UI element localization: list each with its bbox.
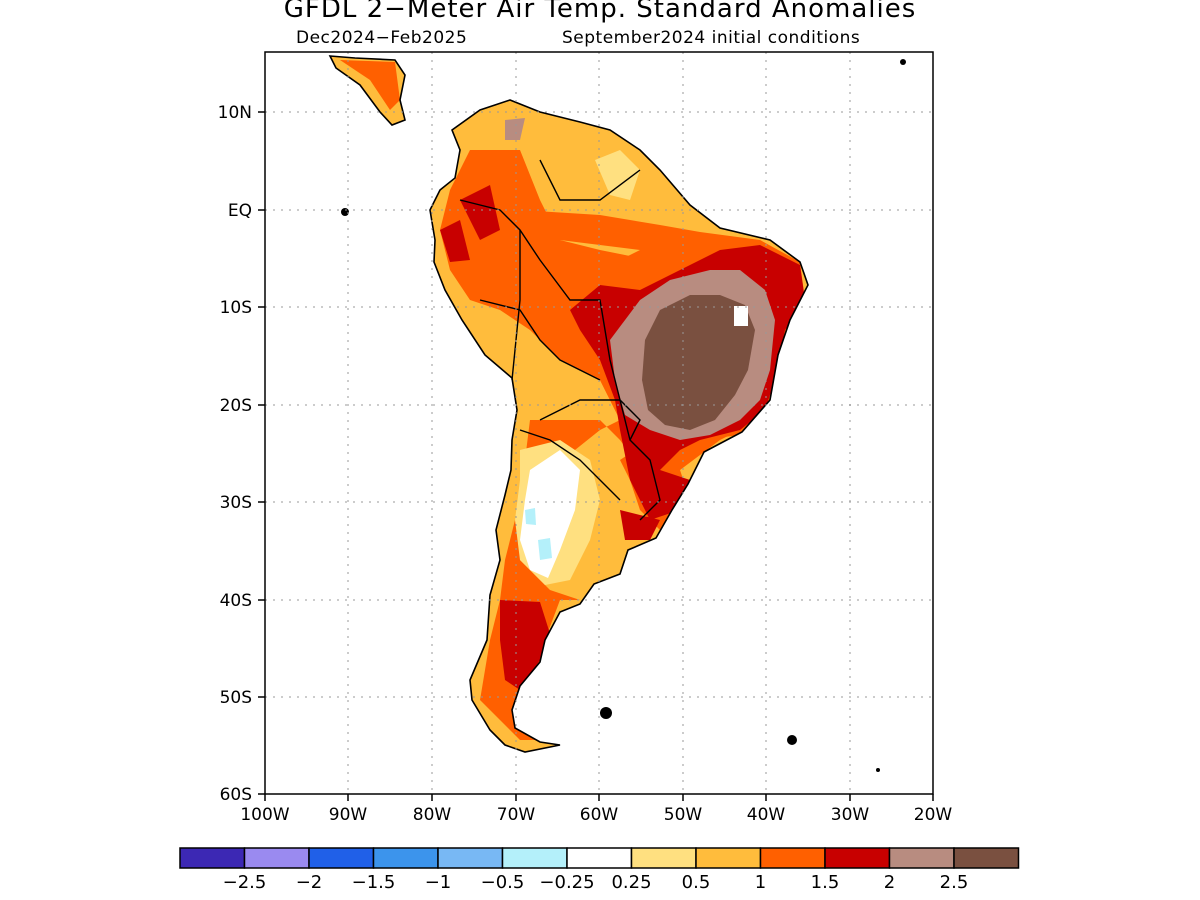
legend-swatch: [501, 847, 568, 869]
anomaly-missing-cell: [734, 306, 748, 326]
forecast-period: Dec2024−Feb2025: [296, 28, 468, 48]
legend-label: −1: [425, 872, 452, 893]
anomaly-neg-0.25-0.5-b: [538, 538, 552, 560]
legend-swatch: [308, 847, 375, 869]
anomaly-1.5-2-colombia: [460, 185, 500, 240]
lon-label: 40W: [747, 805, 786, 825]
anomaly-neutral: [520, 450, 580, 578]
lon-label: 70W: [497, 805, 536, 825]
lat-label: 60S: [220, 785, 252, 805]
lat-label: 10N: [218, 103, 252, 123]
lon-label: 50W: [664, 805, 703, 825]
legend-swatch: [179, 847, 246, 869]
anomaly-1.5-2-uruguay: [620, 510, 660, 540]
lat-label: 20S: [220, 396, 252, 416]
anomaly-gt-2.5: [642, 295, 755, 430]
latitude-labels: 10N EQ 10S 20S 30S 40S 50S 60S: [218, 103, 252, 805]
legend-label: 2: [884, 872, 895, 893]
longitude-labels: 100W 90W 80W 70W 60W 50W 40W 30W 20W: [240, 805, 952, 825]
axis-ticks: [258, 111, 934, 801]
lon-label: 90W: [329, 805, 368, 825]
legend-label: −0.25: [539, 872, 594, 893]
legend-label: 2.5: [940, 872, 969, 893]
anomaly-1.5-2-patagonia: [500, 600, 552, 690]
lon-label: 30W: [831, 805, 870, 825]
lon-label: 60W: [580, 805, 619, 825]
legend-label: −2.5: [223, 872, 267, 893]
lat-label: 40S: [220, 591, 252, 611]
legend-label: 1: [755, 872, 766, 893]
anomaly-0.25-0.5-guiana: [595, 150, 640, 200]
lon-label: 100W: [240, 805, 289, 825]
legend-swatch: [759, 847, 826, 869]
lat-label: EQ: [228, 201, 252, 221]
islands: [341, 59, 906, 772]
lat-label: 10S: [220, 298, 252, 318]
lat-label: 50S: [220, 688, 252, 708]
legend-swatch: [824, 847, 891, 869]
legend-swatch: [243, 847, 310, 869]
anomaly-1-1.5-central-america: [340, 60, 400, 110]
anomaly-neg-0.25-0.5-a: [525, 508, 536, 525]
legend-label: −0.5: [481, 872, 525, 893]
legend-swatch: [695, 847, 762, 869]
legend-swatch: [888, 847, 955, 869]
color-legend: −2.5 −2 −1.5 −1 −0.5 −0.25 0.25 0.5 1 1.5 2 2.5: [179, 847, 1020, 893]
legend-label: 1.5: [811, 872, 840, 893]
legend-swatch: [437, 847, 504, 869]
legend-swatch: [566, 847, 633, 869]
legend-label: −1.5: [352, 872, 396, 893]
chart-title: GFDL 2−Meter Air Temp. Standard Anomalie…: [283, 0, 917, 24]
legend-label: −2: [296, 872, 323, 893]
legend-swatch: [953, 847, 1020, 869]
legend-swatch: [630, 847, 697, 869]
anomaly-2-2.5-venezuela: [505, 118, 525, 140]
anomaly-1.5-2-ecuador: [440, 220, 470, 262]
lat-label: 30S: [220, 493, 252, 513]
legend-swatch: [372, 847, 439, 869]
lon-label: 20W: [914, 805, 953, 825]
lon-label: 80W: [413, 805, 452, 825]
legend-label: 0.5: [682, 872, 711, 893]
initial-conditions: September2024 initial conditions: [562, 28, 861, 48]
legend-label: 0.25: [611, 872, 651, 893]
